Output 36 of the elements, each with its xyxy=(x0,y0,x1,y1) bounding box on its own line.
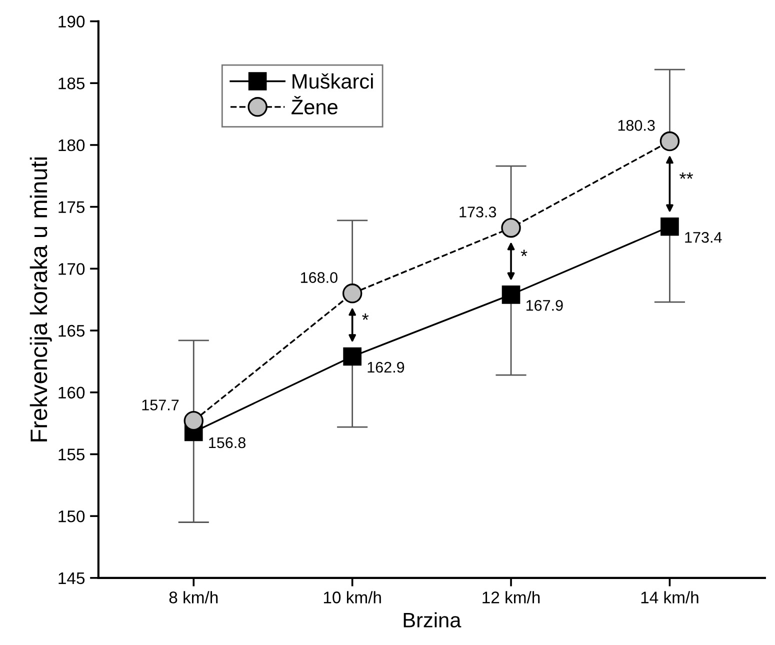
y-axis-title: Frekvencija koraka u minuti xyxy=(30,157,52,442)
data-label: 168.0 xyxy=(300,272,338,283)
y-tick-label: 145 xyxy=(58,572,85,584)
y-tick-label: 160 xyxy=(58,386,85,399)
point xyxy=(184,410,204,431)
legend-label: Žene xyxy=(292,96,338,114)
y-tick-label: 175 xyxy=(58,201,85,214)
point xyxy=(660,217,679,236)
x-tick-label: 10 km/h xyxy=(324,591,381,604)
x-tick-label: 8 km/h xyxy=(169,591,218,604)
x-tick-label: 12 km/h xyxy=(482,591,540,604)
y-tick-label: 180 xyxy=(58,139,85,152)
point xyxy=(502,285,520,304)
annotation: ** xyxy=(680,172,694,179)
y-tick-label: 190 xyxy=(58,16,85,28)
legend-label: Muškarci xyxy=(292,73,373,89)
point xyxy=(342,284,362,304)
point xyxy=(343,347,362,366)
y-tick-label: 165 xyxy=(58,324,85,337)
y-tick-label: 155 xyxy=(58,448,85,460)
data-label: 173.3 xyxy=(460,206,496,218)
annotation: * xyxy=(520,250,528,256)
point xyxy=(660,131,680,152)
data-label: 173.4 xyxy=(685,232,722,243)
x-axis-title: Brzina xyxy=(404,612,462,628)
data-label: 167.9 xyxy=(526,300,563,311)
x-tick-label: 14 km/h xyxy=(641,591,698,604)
point xyxy=(501,218,521,238)
y-tick-label: 150 xyxy=(58,510,85,522)
data-label: 156.8 xyxy=(209,437,246,448)
data-label: 180.3 xyxy=(618,120,655,131)
annotation: * xyxy=(362,313,369,320)
y-tick-label: 170 xyxy=(58,263,85,275)
data-label: 157.7 xyxy=(142,400,179,410)
data-label: 162.9 xyxy=(368,362,404,373)
y-tick-label: 185 xyxy=(58,78,85,90)
